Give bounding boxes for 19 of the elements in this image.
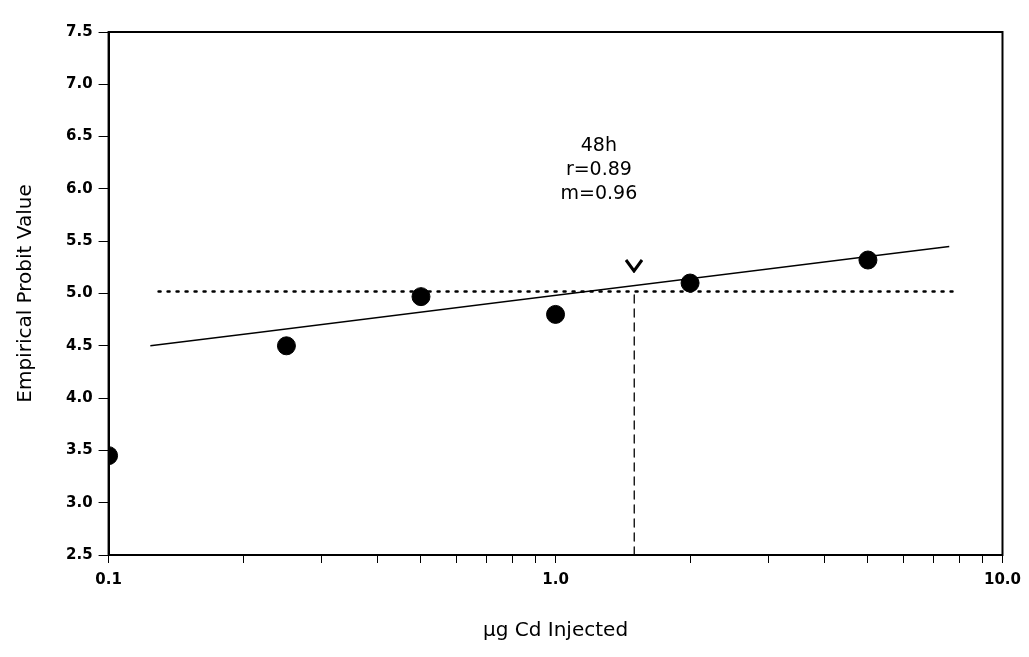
y-tick-label: 4.5 — [65, 335, 93, 354]
x-axis-title: μg Cd Injected — [482, 617, 629, 642]
y-tick-label: 6.5 — [65, 126, 93, 145]
annotation: m=0.96 — [560, 180, 638, 204]
y-tick-label: 5.0 — [65, 283, 93, 302]
x-tick-label: 0.1 — [95, 569, 122, 588]
y-tick-label: 2.5 — [65, 544, 93, 563]
x-tick-label: 10.0 — [983, 569, 1021, 588]
y-tick-label: 3.0 — [65, 492, 93, 511]
y-tick-label: 7.0 — [65, 74, 93, 93]
annotation: 48h — [579, 132, 618, 156]
y-tick-label: 7.5 — [65, 21, 93, 40]
x-tick-label: 1.0 — [542, 569, 569, 588]
y-tick-label: 5.5 — [65, 231, 93, 250]
y-axis-title: Empirical Probit Value — [12, 184, 37, 403]
y-tick-label: 6.0 — [65, 178, 93, 197]
annotation: r=0.89 — [564, 156, 633, 180]
y-tick-label: 4.0 — [65, 387, 93, 406]
y-tick-label: 3.5 — [65, 440, 93, 459]
